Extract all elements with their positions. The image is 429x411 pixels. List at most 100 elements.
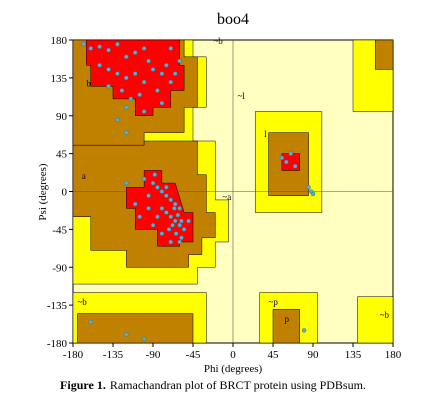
residue-point bbox=[150, 180, 156, 186]
residue-point bbox=[179, 235, 184, 240]
residue-point bbox=[150, 222, 156, 228]
residue-point bbox=[159, 100, 165, 106]
region-label: ~b bbox=[380, 310, 390, 320]
residue-point bbox=[168, 197, 173, 203]
y-tick-label: 90 bbox=[56, 111, 68, 123]
residue-point bbox=[310, 191, 316, 197]
residue-point bbox=[159, 71, 165, 76]
region-label: ~a bbox=[222, 192, 231, 202]
residue-point bbox=[155, 214, 160, 219]
residue-point bbox=[88, 46, 93, 51]
residue-point bbox=[177, 58, 182, 64]
residue-point bbox=[141, 79, 147, 85]
y-tick-label: -180 bbox=[47, 338, 68, 350]
residue-point bbox=[141, 46, 147, 51]
x-axis-label: Phi (degrees) bbox=[204, 363, 263, 375]
residue-point bbox=[97, 63, 102, 68]
y-tick-label: -135 bbox=[47, 300, 68, 312]
region-label: l bbox=[264, 129, 267, 139]
x-tick-label: 0 bbox=[230, 349, 236, 361]
residue-point bbox=[81, 42, 86, 47]
residue-point bbox=[173, 218, 178, 224]
caption-text: Ramachandran plot of BRCT protein using … bbox=[110, 378, 366, 392]
y-tick-label: 0 bbox=[62, 187, 68, 199]
residue-point bbox=[133, 201, 138, 207]
residue-point bbox=[186, 218, 191, 224]
residue-point bbox=[97, 44, 102, 49]
region-label: a bbox=[82, 171, 86, 181]
residue-point bbox=[170, 222, 175, 228]
residue-point bbox=[301, 328, 307, 333]
residue-point bbox=[164, 193, 169, 198]
residue-point bbox=[124, 54, 129, 60]
residue-point bbox=[155, 88, 160, 93]
residue-point bbox=[164, 185, 169, 190]
region-label: p bbox=[285, 314, 290, 324]
core-region bbox=[86, 39, 185, 116]
allowed-region bbox=[374, 39, 394, 70]
x-tick-label: 90 bbox=[308, 349, 320, 361]
residue-point bbox=[88, 319, 93, 325]
residue-point bbox=[279, 155, 285, 161]
x-tick-label: 180 bbox=[385, 349, 402, 361]
residue-point bbox=[115, 117, 120, 123]
residue-point bbox=[124, 105, 129, 110]
residue-point bbox=[119, 88, 125, 93]
residue-point bbox=[106, 47, 111, 53]
residue-point bbox=[146, 193, 151, 198]
residue-point bbox=[175, 212, 181, 218]
residue-point bbox=[115, 42, 120, 47]
residue-point bbox=[173, 201, 178, 207]
y-tick-label: -45 bbox=[52, 224, 67, 236]
y-tick-label: 180 bbox=[51, 35, 68, 47]
x-tick-label: -135 bbox=[103, 349, 124, 361]
x-tick-label: -90 bbox=[146, 349, 161, 361]
residue-point bbox=[173, 231, 179, 236]
residue-point bbox=[172, 206, 177, 211]
residue-point bbox=[177, 239, 182, 245]
residue-point bbox=[124, 332, 129, 337]
allowed-region bbox=[77, 313, 194, 344]
y-tick-label: 45 bbox=[56, 149, 68, 161]
y-axis-label: Psi (degrees) bbox=[37, 163, 49, 220]
residue-point bbox=[168, 214, 173, 219]
residue-point bbox=[137, 92, 142, 97]
residue-point bbox=[164, 210, 169, 215]
residue-point bbox=[159, 206, 165, 211]
residue-point bbox=[177, 206, 182, 211]
chart-title: boo4 bbox=[217, 11, 249, 28]
regions: b a ~b ~l l ~a ~b ~p p ~b bbox=[72, 36, 394, 344]
residue-point bbox=[179, 218, 184, 224]
y-tick-label: -90 bbox=[52, 262, 67, 274]
x-tick-label: 45 bbox=[268, 349, 280, 361]
residue-point bbox=[293, 164, 298, 169]
residue-point bbox=[106, 67, 111, 72]
residue-point bbox=[141, 176, 147, 182]
x-tick-label: 135 bbox=[345, 349, 362, 361]
allowed-region bbox=[272, 309, 300, 344]
residue-point bbox=[288, 151, 293, 156]
region-label: ~l bbox=[237, 91, 245, 101]
region-label: ~b bbox=[77, 297, 87, 307]
residue-point bbox=[124, 130, 129, 135]
region-label: ~b bbox=[213, 36, 223, 46]
residue-point bbox=[141, 109, 147, 114]
residue-point bbox=[133, 50, 138, 55]
residue-point bbox=[306, 185, 311, 190]
residue-point bbox=[150, 67, 156, 72]
region-label: ~p bbox=[269, 297, 279, 307]
core-region bbox=[126, 170, 194, 247]
residue-point bbox=[124, 180, 129, 186]
residue-point bbox=[146, 206, 151, 211]
caption-label: Figure 1. bbox=[60, 378, 106, 392]
residue-point bbox=[159, 231, 165, 236]
residue-point bbox=[106, 84, 111, 89]
residue-point bbox=[164, 63, 169, 68]
residue-point bbox=[124, 75, 129, 81]
generous-region bbox=[357, 296, 394, 344]
residue-point bbox=[166, 227, 172, 232]
y-tick-label: 135 bbox=[51, 73, 68, 85]
residue-point bbox=[177, 222, 182, 228]
